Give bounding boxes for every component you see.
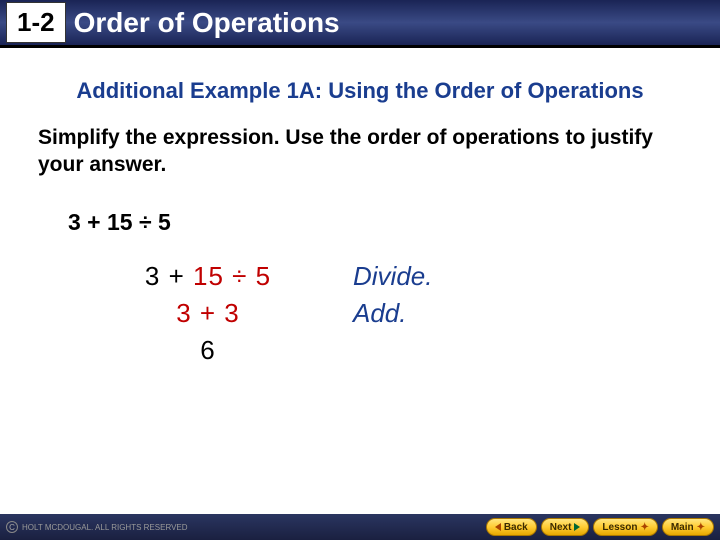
back-label: Back <box>504 522 528 533</box>
work-step: 6 <box>93 335 323 366</box>
section-number-badge: 1-2 <box>6 2 66 43</box>
slide-footer: C HOLT McDOUGAL. All Rights Reserved Bac… <box>0 514 720 540</box>
slide-content: Additional Example 1A: Using the Order o… <box>0 48 720 366</box>
step-explanation: Divide. <box>353 261 432 292</box>
slide-header: 1-2 Order of Operations <box>0 0 720 48</box>
lesson-label: Lesson <box>602 522 637 533</box>
main-button[interactable]: Main ✦ <box>662 518 714 536</box>
header-title: Order of Operations <box>74 7 340 39</box>
back-button[interactable]: Back <box>486 518 537 536</box>
triangle-right-icon <box>574 523 580 531</box>
lesson-button[interactable]: Lesson ✦ <box>593 518 657 536</box>
work-step: 3 + 15 ÷ 5 <box>93 261 323 292</box>
copyright-text: HOLT McDOUGAL. All Rights Reserved <box>22 523 188 532</box>
original-expression: 3 + 15 ÷ 5 <box>68 209 682 236</box>
next-button[interactable]: Next <box>541 518 590 536</box>
instruction-text: Simplify the expression. Use the order o… <box>38 124 682 179</box>
step-black: 6 <box>200 335 215 365</box>
nav-buttons: Back Next Lesson ✦ Main ✦ <box>486 518 714 536</box>
step-explanation: Add. <box>353 298 407 329</box>
work-row: 6 <box>38 335 682 366</box>
step-red: 15 ÷ 5 <box>193 261 271 291</box>
star-icon: ✦ <box>697 522 705 533</box>
work-row: 3 + 3 Add. <box>38 298 682 329</box>
work-row: 3 + 15 ÷ 5 Divide. <box>38 261 682 292</box>
copyright: C HOLT McDOUGAL. All Rights Reserved <box>6 521 188 533</box>
triangle-left-icon <box>495 523 501 531</box>
work-step: 3 + 3 <box>93 298 323 329</box>
copyright-icon: C <box>6 521 18 533</box>
main-label: Main <box>671 522 694 533</box>
step-red: 3 + 3 <box>176 298 240 328</box>
example-title: Additional Example 1A: Using the Order o… <box>58 78 662 104</box>
star-icon: ✦ <box>640 522 648 533</box>
step-black: 3 + <box>145 261 193 291</box>
next-label: Next <box>550 522 572 533</box>
